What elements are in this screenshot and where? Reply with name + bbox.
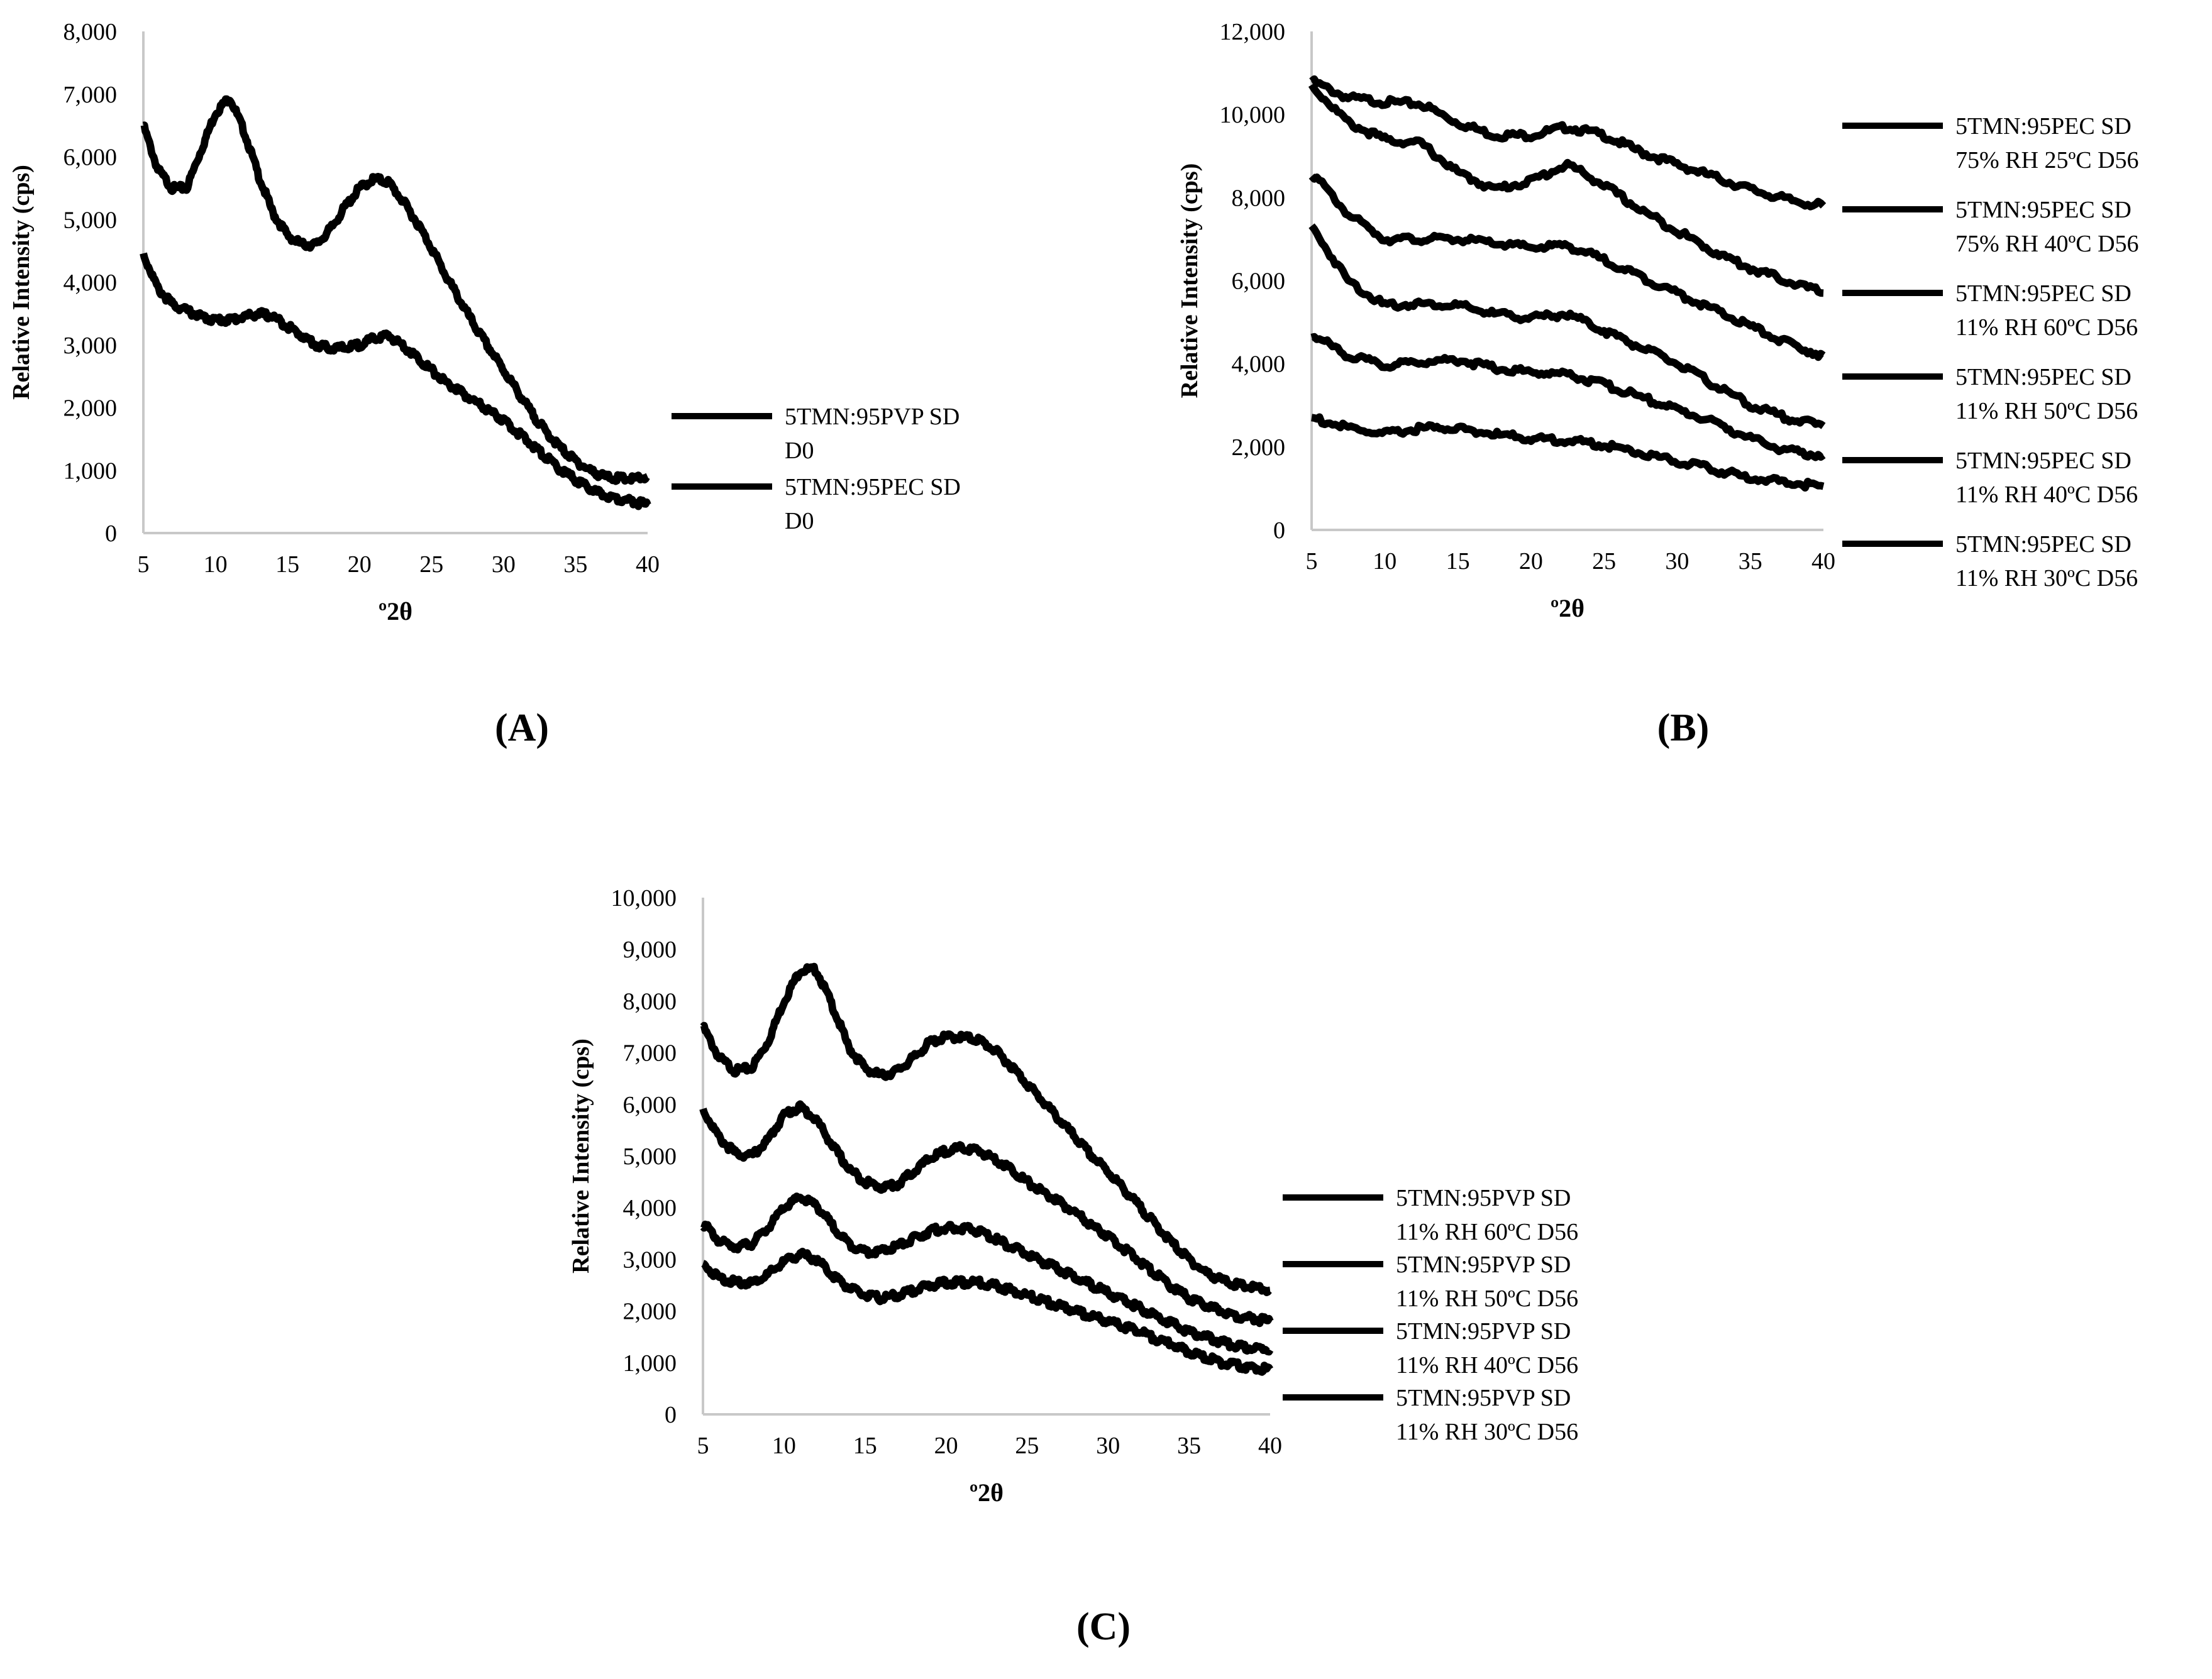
panel-c-series-line (700, 962, 1273, 1296)
panel-a-x-tick-label: 15 (275, 551, 299, 578)
panel-c-y-tick-label: 9,000 (623, 937, 677, 963)
panel-b-legend-text: 75% RH 40ºC D56 (1955, 231, 2139, 257)
panel-b-legend-text: 75% RH 25ºC D56 (1955, 147, 2139, 173)
panel-a-x-tick-label: 35 (563, 551, 587, 578)
panel-c-x-tick-label: 35 (1177, 1433, 1201, 1459)
panel-b-legend-text: 5TMN:95PEC SD (1955, 280, 2132, 307)
panel-c-x-tick-label: 20 (934, 1433, 958, 1459)
panel-c-x-tick-label: 30 (1096, 1433, 1120, 1459)
panel-c-legend-text: 5TMN:95PVP SD (1396, 1385, 1571, 1411)
panel-a-legend-text: 5TMN:95PEC SD (785, 474, 961, 500)
panel-c-x-tick-label: 40 (1258, 1433, 1282, 1459)
panel-a-x-tick-label: 5 (138, 551, 150, 578)
panel-c-legend-text: 11% RH 60ºC D56 (1396, 1219, 1578, 1245)
panel-b-legend-text: 5TMN:95PEC SD (1955, 113, 2132, 140)
panel-a-legend-text: 5TMN:95PVP SD (785, 404, 959, 430)
panel-a-panel-label: (A) (495, 707, 549, 749)
panel-a-legend-text: D0 (785, 438, 814, 464)
panel-a-legend-text: D0 (785, 508, 814, 534)
panel-c-series-line (700, 1247, 1274, 1376)
panel-a-y-tick-label: 8,000 (64, 19, 118, 45)
panel-a-y-axis-title: Relative Intensity (cps) (8, 165, 35, 400)
panel-b-x-tick-label: 5 (1306, 548, 1318, 575)
panel-a-x-tick-label: 25 (419, 551, 443, 578)
panel-c-y-tick-label: 10,000 (611, 885, 677, 911)
panel-b-x-tick-label: 10 (1373, 548, 1396, 575)
panel-c-y-axis-title: Relative Intensity (cps) (568, 1038, 594, 1274)
panel-c-y-tick-label: 3,000 (623, 1247, 677, 1273)
panel-b-x-tick-label: 20 (1519, 548, 1543, 575)
panel-b-y-axis-title: Relative Intensity (cps) (1176, 163, 1203, 399)
panel-b-panel-label: (B) (1657, 707, 1710, 749)
panel-b-legend-text: 5TMN:95PEC SD (1955, 448, 2132, 474)
panel-c-x-tick-label: 25 (1015, 1433, 1039, 1459)
panel-c-series-line (700, 1192, 1274, 1356)
panel-c-legend-text: 5TMN:95PVP SD (1396, 1252, 1571, 1278)
panel-c-legend-text: 5TMN:95PVP SD (1396, 1318, 1571, 1345)
panel-b-legend-text: 11% RH 30ºC D56 (1955, 565, 2138, 592)
panel-c-y-tick-label: 1,000 (623, 1350, 677, 1377)
panel-b-x-tick-label: 30 (1665, 548, 1689, 575)
panel-b-legend-text: 11% RH 50ºC D56 (1955, 398, 2138, 424)
panel-c-legend-text: 11% RH 30ºC D56 (1396, 1419, 1578, 1445)
panel-b-series-line (1310, 413, 1825, 492)
panel-c-y-tick-label: 4,000 (623, 1195, 677, 1221)
panel-b-x-tick-label: 40 (1811, 548, 1835, 575)
panel-b-y-tick-label: 8,000 (1232, 185, 1286, 211)
panel-c-y-tick-label: 8,000 (623, 988, 677, 1015)
panel-c-x-tick-label: 10 (772, 1433, 796, 1459)
panel-c-y-tick-label: 2,000 (623, 1299, 677, 1325)
panel-b-legend-text: 11% RH 60ºC D56 (1955, 314, 2138, 341)
panel-c-series-line (699, 1100, 1274, 1328)
panel-b-x-tick-label: 25 (1592, 548, 1616, 575)
panel-a-x-axis-title: º2θ (379, 597, 412, 625)
panel-b-y-tick-label: 0 (1273, 517, 1285, 544)
panel-a-y-tick-label: 3,000 (64, 333, 118, 359)
panel-b-legend-text: 11% RH 40ºC D56 (1955, 482, 2138, 508)
panel-a-y-tick-label: 0 (105, 520, 117, 547)
panel-a-x-tick-label: 20 (348, 551, 372, 578)
panel-c-y-tick-label: 7,000 (623, 1040, 677, 1067)
panel-b-series-line (1308, 223, 1826, 429)
panel-b-legend-text: 5TMN:95PEC SD (1955, 531, 2132, 558)
panel-b-series-line (1309, 75, 1827, 211)
panel-b-y-tick-label: 12,000 (1220, 19, 1286, 45)
panel-c-x-tick-label: 15 (853, 1433, 877, 1459)
panel-c-y-tick-label: 0 (665, 1402, 677, 1428)
panel-b-x-axis-title: º2θ (1551, 594, 1584, 622)
panel-c-y-tick-label: 5,000 (623, 1143, 677, 1170)
panel-c-legend-text: 11% RH 50ºC D56 (1396, 1285, 1578, 1312)
panel-a-y-tick-label: 4,000 (64, 270, 118, 296)
panel-c-legend-text: 11% RH 40ºC D56 (1396, 1352, 1578, 1379)
panel-b-y-tick-label: 2,000 (1232, 434, 1286, 461)
panel-a-y-tick-label: 2,000 (64, 395, 118, 422)
panel-a-y-tick-label: 6,000 (64, 145, 118, 171)
panel-a-x-tick-label: 30 (492, 551, 516, 578)
panel-b-y-tick-label: 6,000 (1232, 268, 1286, 295)
panel-b-series-line (1308, 82, 1825, 297)
panel-c-y-tick-label: 6,000 (623, 1092, 677, 1118)
panel-b-y-tick-label: 10,000 (1220, 102, 1286, 128)
panel-a-series-line (140, 252, 651, 510)
panel-b-legend-text: 5TMN:95PEC SD (1955, 364, 2132, 390)
panel-b-y-tick-label: 4,000 (1232, 351, 1286, 378)
panel-b-x-tick-label: 15 (1446, 548, 1470, 575)
panel-a-x-tick-label: 10 (204, 551, 228, 578)
panel-a-y-tick-label: 5,000 (64, 207, 118, 233)
panel-a-series-line (140, 95, 651, 485)
panel-b-series-line (1308, 173, 1826, 361)
panel-a-x-tick-label: 40 (636, 551, 660, 578)
panel-c-x-tick-label: 5 (697, 1433, 709, 1459)
panel-a-y-tick-label: 7,000 (64, 82, 118, 108)
panel-a-y-tick-label: 1,000 (64, 458, 118, 484)
panel-b-legend-text: 5TMN:95PEC SD (1955, 197, 2132, 223)
panel-c-legend-text: 5TMN:95PVP SD (1396, 1185, 1571, 1211)
panel-c-panel-label: (C) (1076, 1605, 1131, 1648)
panel-b-x-tick-label: 35 (1739, 548, 1762, 575)
panel-c-x-axis-title: º2θ (970, 1478, 1004, 1507)
panel-b-series-line (1310, 333, 1826, 461)
